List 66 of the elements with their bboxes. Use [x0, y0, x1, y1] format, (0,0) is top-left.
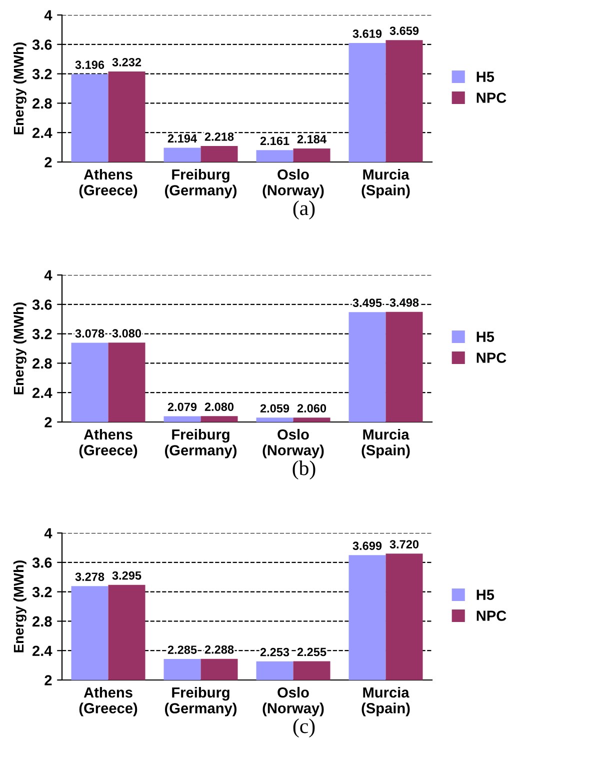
legend-label: NPC [476, 92, 506, 103]
y-tick-label: 3.6 [32, 300, 52, 310]
y-tick-label: 3.2 [32, 586, 52, 598]
data-label: 3.278 [75, 572, 104, 581]
data-label: 3.699 [352, 542, 382, 550]
text: (a) [293, 200, 315, 220]
data-label: 2.079 [168, 402, 197, 412]
data-label: 2.184 [297, 135, 326, 144]
y-tick-label: 2.4 [32, 646, 52, 656]
y-axis-title: Energy (MWh) [13, 560, 26, 652]
y-tick-label: 2 [44, 675, 52, 686]
y-tick-label: 3.2 [32, 68, 52, 80]
data-label: 2.080 [204, 402, 234, 412]
x-tick-label: Murcia (Spain) [362, 428, 410, 458]
y-tick-label: 2.8 [32, 616, 52, 627]
y-axis-title: Energy (MWh) [13, 302, 26, 394]
y-tick-label: 3.2 [32, 328, 52, 340]
data-label: 2.218 [204, 132, 234, 141]
x-tick-label: Oslo (Norway) [262, 428, 324, 458]
x-tick-label: Athens (Greece) [79, 168, 138, 198]
data-label: 3.196 [75, 60, 104, 69]
x-tick-label: Oslo (Norway) [262, 686, 324, 716]
data-label: 3.080 [112, 329, 142, 338]
data-label: 3.720 [390, 540, 419, 548]
data-label: 2.255 [297, 648, 326, 656]
x-tick-label: Athens (Greece) [79, 686, 138, 716]
legend-label: NPC [476, 610, 506, 621]
y-tick-label: 2 [44, 417, 52, 428]
y-tick-label: 3.6 [32, 40, 52, 50]
legend-label: H5 [476, 590, 494, 600]
text: (c) [293, 718, 315, 738]
y-tick-label: 2.8 [32, 98, 52, 109]
y-tick-label: 2.4 [32, 388, 52, 398]
x-tick-label: Freiburg (Germany) [165, 686, 236, 716]
y-tick-label: 2.8 [32, 358, 52, 369]
x-tick-label: Oslo (Norway) [262, 168, 324, 198]
legend-label: H5 [476, 332, 494, 342]
data-label: 2.059 [260, 404, 290, 413]
data-label: 3.619 [352, 30, 382, 38]
y-tick-label: 2 [44, 157, 52, 168]
x-tick-label: Murcia (Spain) [362, 686, 410, 716]
data-label: 3.498 [390, 298, 419, 307]
x-tick-label: Freiburg (Germany) [165, 428, 236, 458]
data-label: 2.253 [260, 648, 290, 656]
data-label: 2.161 [260, 136, 290, 146]
legend-label: H5 [476, 72, 494, 82]
data-label: 3.078 [75, 329, 104, 338]
data-label: 2.288 [204, 645, 234, 654]
x-tick-label: Athens (Greece) [79, 428, 138, 458]
data-label: 3.232 [112, 58, 142, 66]
text: (b) [292, 460, 316, 480]
x-tick-label: Freiburg (Germany) [165, 168, 236, 198]
data-label: 2.060 [297, 404, 326, 412]
x-tick-label: Murcia (Spain) [362, 168, 410, 198]
data-label: 3.659 [390, 26, 419, 35]
legend-label: NPC [476, 352, 506, 363]
y-axis-title: Energy (MWh) [13, 42, 26, 134]
data-label: 3.295 [112, 571, 142, 580]
y-tick-label: 3.6 [32, 558, 52, 568]
data-label: 2.285 [168, 646, 197, 654]
y-tick-label: 4 [44, 528, 52, 538]
y-tick-label: 2.4 [32, 128, 52, 138]
data-label: 3.495 [352, 298, 382, 308]
y-tick-label: 4 [44, 270, 52, 280]
data-label: 2.194 [168, 134, 197, 143]
y-tick-label: 4 [44, 10, 52, 20]
